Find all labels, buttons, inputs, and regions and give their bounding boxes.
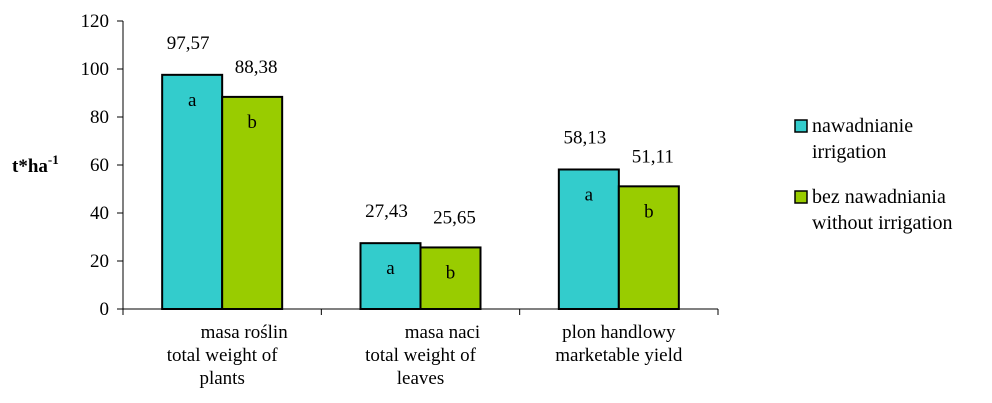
legend-label-line: nawadnianie — [812, 115, 913, 137]
x-category-label: masa roślin total weight of plants — [167, 322, 288, 389]
x-category-label-line: masa roślin — [201, 322, 289, 343]
data-label: 27,43 — [365, 201, 408, 222]
y-tick-label: 100 — [81, 59, 110, 80]
y-axis-label-superscript: -1 — [48, 152, 59, 167]
data-label: 51,11 — [632, 146, 674, 167]
y-tick-label: 20 — [90, 251, 109, 272]
y-tick-label: 40 — [90, 203, 109, 224]
bar — [617, 185, 680, 310]
significance-letter: a — [386, 258, 395, 279]
y-tick-label: 60 — [90, 155, 109, 176]
x-category-label-line: plon handlowy — [562, 322, 676, 343]
bars — [161, 73, 680, 311]
x-category-label: masa naci total weight of leaves — [365, 322, 480, 389]
x-category-label-line: total weight of — [167, 345, 278, 366]
significance-letter: b — [247, 112, 257, 133]
legend-label: nawadnianie irrigation — [812, 115, 913, 163]
y-axis-label: t*ha-1 — [12, 152, 59, 177]
bar — [161, 73, 224, 310]
data-label: 88,38 — [235, 57, 278, 78]
legend-label-line: bez nawadniania — [812, 186, 946, 208]
legend-swatch — [794, 190, 808, 204]
data-label: 25,65 — [433, 207, 476, 228]
x-category-label-line: leaves — [397, 368, 444, 389]
x-category-label-line: marketable yield — [555, 345, 683, 366]
significance-letter: b — [446, 262, 456, 283]
y-tick-label: 80 — [90, 107, 109, 128]
axes: 0 20 40 60 80 100 120 — [81, 11, 719, 320]
y-axis-label-main: t*ha — [12, 156, 48, 177]
legend-label-line: without irrigation — [812, 212, 953, 234]
bar — [359, 242, 422, 310]
x-category-label-line: plants — [199, 368, 244, 389]
bar — [557, 168, 620, 310]
bar — [419, 246, 482, 311]
legend-label-line: irrigation — [812, 141, 886, 163]
x-category-label-line: total weight of — [365, 345, 476, 366]
significance-letter: a — [585, 184, 594, 205]
y-tick-label: 120 — [81, 11, 110, 32]
y-tick-label: 0 — [100, 299, 110, 320]
x-category-label: plon handlowy marketable yield — [555, 322, 683, 366]
data-label: 97,57 — [167, 33, 210, 54]
legend-swatch — [794, 119, 808, 133]
legend-label: bez nawadniania without irrigation — [812, 186, 953, 234]
x-category-label-line: masa naci — [405, 322, 480, 343]
legend: nawadnianie irrigation bez nawadniania with… — [794, 115, 953, 234]
significance-letter: a — [188, 90, 197, 111]
data-label: 58,13 — [563, 127, 606, 148]
bar — [221, 95, 284, 310]
significance-letter: b — [644, 201, 654, 222]
